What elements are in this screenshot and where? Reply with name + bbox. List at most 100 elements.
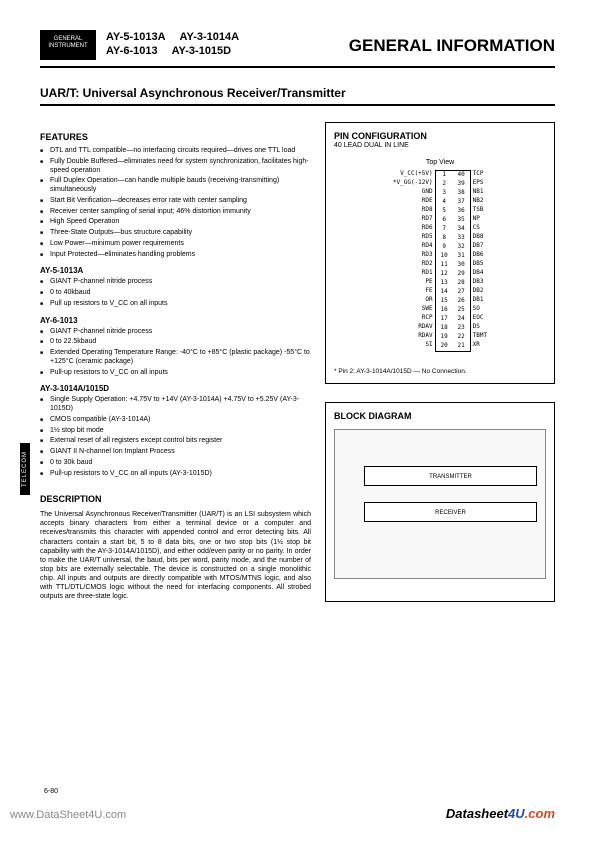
main-content: FEATURES DTL and TTL compatible—no inter…	[40, 122, 555, 602]
subpart-heading: AY-6-1013	[40, 316, 311, 325]
list-item: 0 to 22.5kbaud	[40, 338, 311, 347]
pin-label-right: DB3	[471, 278, 487, 287]
chip-pin-row: 2021	[436, 342, 470, 351]
chip-pin-row: 1625	[436, 306, 470, 315]
chip-pin-row: 140	[436, 171, 470, 180]
pin-diagram: V_CC(+5V)*V_GG(-12V)GNDRDERD8RD7RD6RD5RD…	[334, 170, 546, 352]
pin-label-right: SO	[471, 305, 487, 314]
list-item: 1½ stop bit mode	[40, 427, 311, 436]
chip-pin-row: 932	[436, 243, 470, 252]
top-view-label: Top View	[334, 159, 546, 166]
list-item: External reset of all registers except c…	[40, 437, 311, 446]
pin-label-left: RD7	[393, 215, 435, 224]
chip-pin-row: 239	[436, 180, 470, 189]
watermark: www.DataSheet4U.com	[10, 809, 126, 821]
list-item: GIANT II N-channel Ion Implant Process	[40, 448, 311, 457]
pin-label-left: RD8	[393, 206, 435, 215]
pin-label-left: OR	[393, 296, 435, 305]
pin-label-left: SI	[393, 341, 435, 350]
telecom-side-tab: TELECOM	[20, 443, 30, 495]
part-num: AY-5-1013A	[106, 30, 166, 44]
subpart-heading: AY-3-1014A/1015D	[40, 384, 311, 393]
chip-pin-row: 1427	[436, 288, 470, 297]
page-header: GENERAL INSTRUMENT AY-5-1013A AY-3-1014A…	[40, 30, 555, 68]
list-item: 0 to 30k baud	[40, 459, 311, 468]
subpart-heading: AY-5-1013A	[40, 266, 311, 275]
pin-label-left: RCP	[393, 314, 435, 323]
pin-label-left: RD5	[393, 233, 435, 242]
pin-label-left: RD3	[393, 251, 435, 260]
pin-label-right: DB5	[471, 260, 487, 269]
footer-ext: .com	[525, 806, 555, 821]
footer-logo: Datasheet4U.com	[446, 806, 555, 821]
pin-label-right: TBMT	[471, 332, 487, 341]
list-item: High Speed Operation	[40, 218, 311, 227]
chip-pin-row: 1328	[436, 279, 470, 288]
pin-label-right: EPS	[471, 179, 487, 188]
pin-label-right: NP	[471, 215, 487, 224]
left-column: FEATURES DTL and TTL compatible—no inter…	[40, 122, 311, 602]
pin-label-left: RD2	[393, 260, 435, 269]
chip-pin-row: 536	[436, 207, 470, 216]
pin-label-left: RD6	[393, 224, 435, 233]
list-item: Fully Double Buffered—eliminates need fo…	[40, 158, 311, 176]
pin-config-box: PIN CONFIGURATION 40 LEAD DUAL IN LINE T…	[325, 122, 555, 384]
list-item: Single Supply Operation: +4.75V to +14V …	[40, 396, 311, 414]
list-item: Pull up resistors to V_CC on all inputs	[40, 300, 311, 309]
list-item: 0 to 40kbaud	[40, 289, 311, 298]
pin-label-right: DB7	[471, 242, 487, 251]
footer-suffix: 4U	[508, 806, 525, 821]
list-item: GIANT P-channel nitride process	[40, 278, 311, 287]
block-diagram-title: BLOCK DIAGRAM	[334, 411, 546, 421]
pin-label-right: DB1	[471, 296, 487, 305]
chip-pin-row: 734	[436, 225, 470, 234]
part-num: AY-3-1014A	[180, 30, 240, 44]
list-item: Three-State Outputs—bus structure capabi…	[40, 229, 311, 238]
pin-label-left: RD4	[393, 242, 435, 251]
pin-label-right: XR	[471, 341, 487, 350]
transmitter-block: TRANSMITTER	[364, 466, 536, 486]
page-number: 6-80	[44, 788, 58, 795]
list-item: Extended Operating Temperature Range: -4…	[40, 349, 311, 367]
chip-pin-row: 1229	[436, 270, 470, 279]
chip-pin-row: 1922	[436, 333, 470, 342]
features-list: DTL and TTL compatible—no interfacing ci…	[40, 147, 311, 259]
chip-pin-row: 1130	[436, 261, 470, 270]
list-item: Pull-up resistors to V_CC on all inputs …	[40, 470, 311, 479]
pin-label-right: DB2	[471, 287, 487, 296]
list-item: Receiver center sampling of serial input…	[40, 208, 311, 217]
list-item: GIANT P-channel nitride process	[40, 328, 311, 337]
pin-label-right: CS	[471, 224, 487, 233]
pin-label-right: TCP	[471, 170, 487, 179]
page-title: GENERAL INFORMATION	[349, 30, 555, 56]
pin-config-subtitle: 40 LEAD DUAL IN LINE	[334, 142, 546, 149]
pin-label-right: DS	[471, 323, 487, 332]
chip-pin-row: 1823	[436, 324, 470, 333]
features-heading: FEATURES	[40, 132, 311, 142]
pin-label-left: FE	[393, 287, 435, 296]
pin-config-title: PIN CONFIGURATION	[334, 131, 546, 141]
list-item: Low Power—minimum power requirements	[40, 240, 311, 249]
description-text: The Universal Asynchronous Receiver/Tran…	[40, 510, 311, 601]
pin-label-left: RDAV	[393, 323, 435, 332]
receiver-block: RECEIVER	[364, 502, 536, 522]
pin-label-left: *V_GG(-12V)	[393, 179, 435, 188]
pin-label-right: TSB	[471, 206, 487, 215]
part-numbers: AY-5-1013A AY-3-1014A AY-6-1013 AY-3-101…	[106, 30, 239, 59]
pin-label-right: NB2	[471, 197, 487, 206]
pin-label-right: DB6	[471, 251, 487, 260]
list-item: Pull-up resistors to V_CC on all inputs	[40, 369, 311, 378]
pin-label-right: DB8	[471, 233, 487, 242]
chip-pin-row: 635	[436, 216, 470, 225]
description-heading: DESCRIPTION	[40, 494, 311, 504]
block-diagram-box: BLOCK DIAGRAM TRANSMITTER RECEIVER	[325, 402, 555, 602]
part-num: AY-6-1013	[106, 44, 158, 58]
pin-label-left: RDAV	[393, 332, 435, 341]
list-item: Input Protected—eliminates handling prob…	[40, 251, 311, 260]
chip-pin-row: 1031	[436, 252, 470, 261]
chip-pin-row: 1526	[436, 297, 470, 306]
pin-label-left: RDE	[393, 197, 435, 206]
subpart-list: GIANT P-channel nitride process0 to 22.5…	[40, 328, 311, 378]
footer-brand: Datasheet	[446, 806, 508, 821]
list-item: Start Bit Verification—decreases error r…	[40, 197, 311, 206]
